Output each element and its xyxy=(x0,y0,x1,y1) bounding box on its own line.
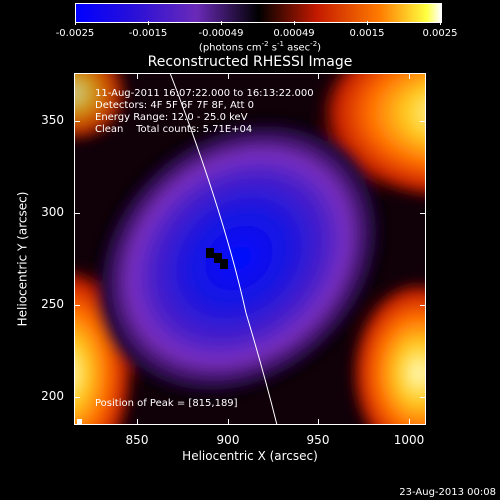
y-tick-mark xyxy=(74,121,80,122)
peak-pixel xyxy=(214,253,222,263)
plot-title: Reconstructed RHESSI Image xyxy=(147,54,353,70)
colorbar-tick-label: 0.00049 xyxy=(273,28,315,39)
y-tick-label: 250 xyxy=(41,297,64,311)
info-time: 11-Aug-2011 16:07:22.000 to 16:13:22.000 xyxy=(95,88,314,99)
x-tick-mark xyxy=(409,419,410,425)
x-tick-mark xyxy=(318,419,319,425)
y-tick-mark xyxy=(420,305,426,306)
x-tick-label: 900 xyxy=(216,433,240,447)
colorbar-tick-mark xyxy=(440,21,441,25)
colorbar-tick-mark xyxy=(294,21,295,25)
y-tick-mark xyxy=(420,213,426,214)
info-energy: Energy Range: 12.0 - 25.0 keV xyxy=(95,112,248,123)
y-tick-label: 300 xyxy=(41,205,64,219)
colorbar-tick-mark xyxy=(75,21,76,25)
x-tick-mark xyxy=(318,73,319,79)
heatmap-hot-region xyxy=(349,278,426,425)
colorbar-tick-label: -0.00049 xyxy=(198,28,244,39)
colorbar-tick-mark xyxy=(367,21,368,25)
info-detectors: Detectors: 4F 5F 6F 7F 8F, Att 0 xyxy=(95,100,255,111)
y-tick-label: 350 xyxy=(41,113,64,127)
x-tick-label: 950 xyxy=(306,433,330,447)
corner-marker xyxy=(77,419,82,424)
colorbar xyxy=(75,3,442,23)
y-tick-mark xyxy=(74,305,80,306)
x-tick-label: 850 xyxy=(125,433,149,447)
heatmap-hot-region xyxy=(74,73,129,143)
x-tick-mark xyxy=(228,419,229,425)
heatmap-image xyxy=(74,73,426,425)
colorbar-tick-label: 0.0015 xyxy=(349,28,385,39)
y-tick-label: 200 xyxy=(41,389,64,403)
colorbar-unit-label: (photons cm-2 s-1 asec-2) xyxy=(198,40,322,54)
colorbar-tick-label: -0.0015 xyxy=(128,28,168,39)
colorbar-tick-mark xyxy=(148,21,149,25)
x-tick-mark xyxy=(137,419,138,425)
peak-pixel xyxy=(220,259,228,269)
colorbar-tick-mark xyxy=(221,21,222,25)
y-axis-label: Heliocentric Y (arcsec) xyxy=(15,191,30,327)
heatmap-svg xyxy=(74,73,426,425)
heatmap-cold-region xyxy=(95,119,383,397)
x-tick-label: 1000 xyxy=(393,433,425,447)
y-tick-mark xyxy=(74,397,80,398)
colorbar-tick-label: 0.0025 xyxy=(422,28,458,39)
info-clean: Clean Total counts: 5.71E+04 xyxy=(95,124,253,135)
x-tick-mark xyxy=(228,73,229,79)
y-tick-mark xyxy=(420,397,426,398)
date-label: 23-Aug-2013 00:08 xyxy=(399,487,496,498)
y-tick-mark xyxy=(420,121,426,122)
x-tick-mark xyxy=(409,73,410,79)
x-axis-label: Heliocentric X (arcsec) xyxy=(182,449,318,463)
peak-pixel xyxy=(206,248,214,258)
colorbar-tick-label: -0.0025 xyxy=(55,28,95,39)
solar-limb-line xyxy=(169,73,278,425)
x-tick-mark xyxy=(137,73,138,79)
peak-position-label: Position of Peak = [815,189] xyxy=(95,398,238,409)
heatmap-hot-region xyxy=(316,73,426,202)
y-tick-mark xyxy=(74,213,80,214)
